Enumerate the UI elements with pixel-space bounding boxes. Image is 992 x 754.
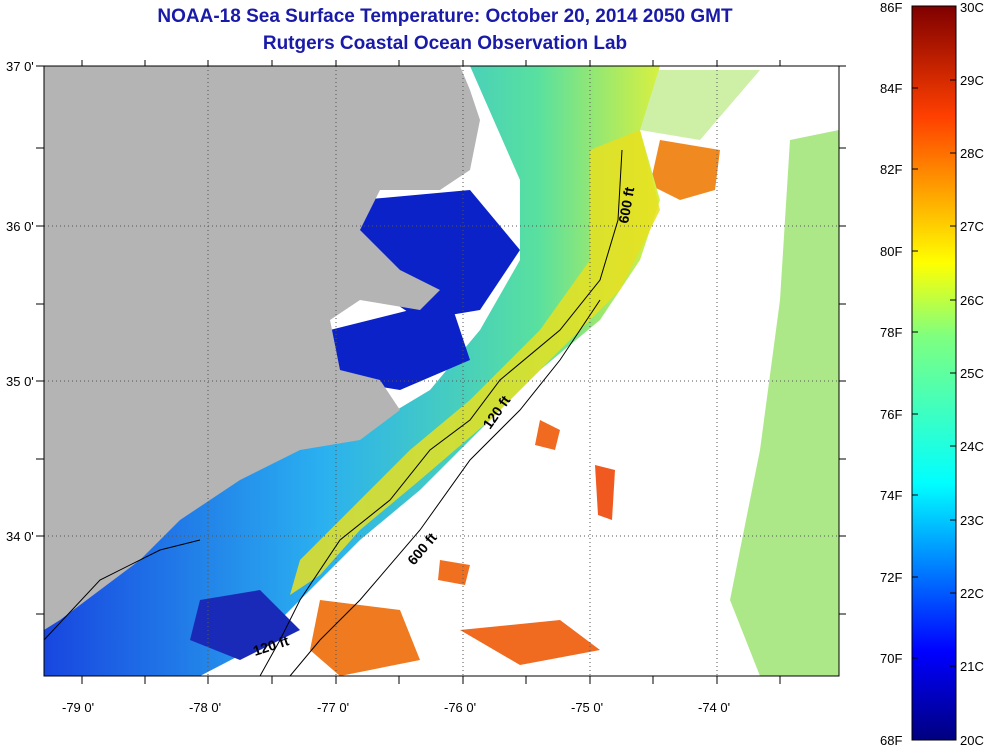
colorbar	[911, 5, 957, 741]
warm-patch	[310, 600, 420, 676]
colorbar-f-label: 82F	[880, 162, 902, 177]
colorbar-c-label: 30C	[960, 0, 984, 15]
colorbar-c-label: 23C	[960, 513, 984, 528]
colorbar-f-label: 74F	[880, 488, 902, 503]
warm-patch	[650, 140, 720, 200]
colorbar-c-label: 25C	[960, 366, 984, 381]
colorbar-c-label: 28C	[960, 146, 984, 161]
colorbar-f-label: 80F	[880, 244, 902, 259]
colorbar-f-label: 78F	[880, 325, 902, 340]
colorbar-c-label: 20C	[960, 733, 984, 748]
warm-patch	[438, 560, 470, 585]
colorbar-c-label: 29C	[960, 73, 984, 88]
offshore-patch	[730, 130, 839, 676]
sound-water	[190, 590, 300, 660]
colorbar-c-label: 24C	[960, 439, 984, 454]
lat-tick-label: 36 0'	[6, 219, 34, 234]
colorbar-f-label: 68F	[880, 733, 902, 748]
lat-tick-label: 37 0'	[6, 59, 34, 74]
lon-tick-label: -77 0'	[317, 700, 349, 715]
colorbar-f-label: 70F	[880, 651, 902, 666]
lat-tick-label: 34 0'	[6, 529, 34, 544]
colorbar-c-label: 22C	[960, 586, 984, 601]
colorbar-ticks	[912, 79, 956, 667]
axis-ticks	[36, 60, 846, 684]
colorbar-f-label: 86F	[880, 0, 902, 15]
sound-water	[330, 300, 470, 390]
offshore-patch	[640, 70, 760, 140]
land	[44, 66, 480, 630]
isobath-120ft-south	[44, 539, 201, 641]
colorbar-f-label: 84F	[880, 81, 902, 96]
plot-frame	[43, 65, 840, 677]
isobath-label: 600 ft	[615, 185, 637, 224]
warm-patch	[535, 420, 560, 450]
colorbar-c-label: 26C	[960, 293, 984, 308]
coastal-water	[44, 66, 660, 676]
lon-tick-label: -75 0'	[571, 700, 603, 715]
warm-patch	[595, 465, 615, 520]
shelf-band	[290, 130, 660, 595]
isobath-120ft	[259, 149, 623, 676]
graticule	[44, 66, 839, 676]
warm-patch	[460, 620, 600, 665]
isobath-600ft	[289, 299, 601, 676]
colorbar-f-label: 76F	[880, 407, 902, 422]
map-title: NOAA-18 Sea Surface Temperature: October…	[157, 6, 733, 27]
lon-tick-label: -76 0'	[444, 700, 476, 715]
lon-tick-label: -78 0'	[189, 700, 221, 715]
lon-tick-label: -79 0'	[62, 700, 94, 715]
lat-tick-label: 35 0'	[6, 374, 34, 389]
map-subtitle: Rutgers Coastal Ocean Observation Lab	[262, 33, 628, 54]
colorbar-c-label: 21C	[960, 659, 984, 674]
colorbar-c-label: 27C	[960, 219, 984, 234]
colorbar-f-label: 72F	[880, 570, 902, 585]
lon-tick-label: -74 0'	[698, 700, 730, 715]
